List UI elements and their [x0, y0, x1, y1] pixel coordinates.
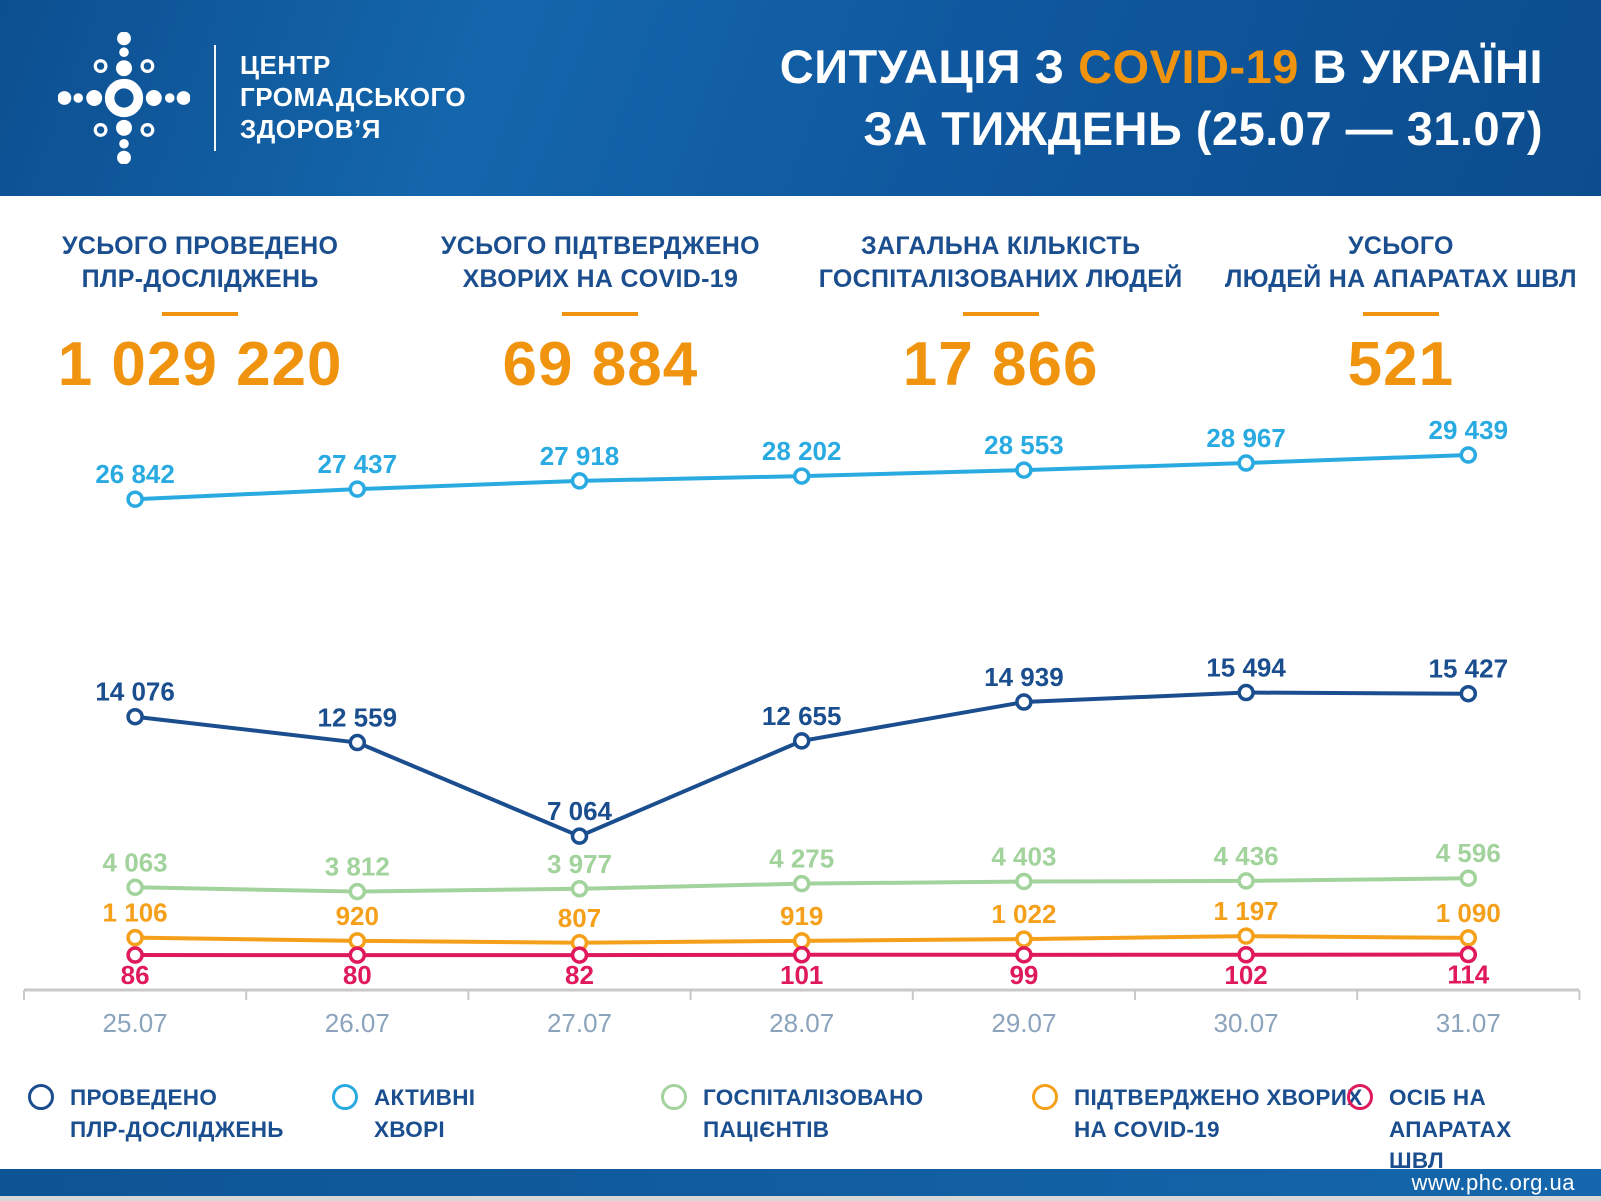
- stat-card-ventilated: УСЬОГО ЛЮДЕЙ НА АПАРАТАХ ШВЛ 521: [1201, 230, 1601, 400]
- svg-text:28 967: 28 967: [1206, 423, 1286, 453]
- bottom-strip: [0, 1196, 1601, 1201]
- svg-text:86: 86: [121, 960, 150, 990]
- stat-label: ЗАГАЛЬНА КІЛЬКІСТЬ ГОСПІТАЛІЗОВАНИХ ЛЮДЕЙ: [818, 232, 1183, 293]
- logo-text-line-1: ЦЕНТР: [240, 50, 331, 81]
- svg-text:28 553: 28 553: [984, 430, 1064, 460]
- svg-text:4 596: 4 596: [1436, 838, 1501, 868]
- stat-value: 17 866: [902, 330, 1099, 399]
- covid-week-line-chart: 25.07 26.07 27.07 28.07 29.07 30.07 31.07 14 07…: [23, 415, 1581, 1038]
- stat-card-pcr-tests: УСЬОГО ПРОВЕДЕНО ПЛР-ДОСЛІДЖЕНЬ 1 029 220: [0, 230, 400, 400]
- legend-ring-icon: [1347, 1084, 1373, 1110]
- svg-text:14 076: 14 076: [95, 677, 175, 707]
- svg-text:4 403: 4 403: [991, 841, 1056, 871]
- legend-item-confirmed: ПІДТВЕРДЖЕНО ХВОРИХ НА COVID-19: [1032, 1082, 1363, 1145]
- svg-text:27.07: 27.07: [547, 1008, 612, 1038]
- svg-text:12 559: 12 559: [318, 703, 398, 733]
- svg-text:1 022: 1 022: [991, 899, 1056, 929]
- svg-text:29 439: 29 439: [1429, 415, 1509, 445]
- svg-text:26 842: 26 842: [95, 459, 175, 489]
- logo-text-line-2: ГРОМАДСЬКОГО: [240, 82, 467, 113]
- svg-text:28 202: 28 202: [762, 436, 842, 466]
- svg-text:1 197: 1 197: [1214, 896, 1279, 926]
- svg-text:3 812: 3 812: [325, 852, 390, 882]
- legend-item-active-cases: АКТИВНІ ХВОРІ: [332, 1082, 475, 1145]
- header: ЦЕНТР ГРОМАДСЬКОГО ЗДОРОВ’Я СИТУАЦІЯ З C…: [0, 0, 1601, 196]
- legend-ring-icon: [332, 1084, 358, 1110]
- stat-label: УСЬОГО ЛЮДЕЙ НА АПАРАТАХ ШВЛ: [1224, 232, 1577, 293]
- svg-text:102: 102: [1224, 960, 1267, 990]
- svg-text:82: 82: [565, 960, 594, 990]
- legend-label: ПІДТВЕРДЖЕНО ХВОРИХ НА COVID-19: [1074, 1085, 1363, 1142]
- page-title-line-2: ЗА ТИЖДЕНЬ (25.07 — 31.07): [863, 102, 1543, 155]
- stat-divider: [962, 312, 1039, 316]
- page-title-line-1: СИТУАЦІЯ З COVID-19 В УКРАЇНІ: [779, 39, 1543, 93]
- svg-text:30.07: 30.07: [1214, 1008, 1279, 1038]
- stat-card-hospitalized: ЗАГАЛЬНА КІЛЬКІСТЬ ГОСПІТАЛІЗОВАНИХ ЛЮДЕЙ…: [801, 230, 1201, 400]
- svg-text:31.07: 31.07: [1436, 1008, 1501, 1038]
- legend-ring-icon: [661, 1084, 687, 1110]
- summary-stats: УСЬОГО ПРОВЕДЕНО ПЛР-ДОСЛІДЖЕНЬ 1 029 220…: [0, 230, 1601, 400]
- svg-text:14 939: 14 939: [984, 662, 1064, 692]
- svg-text:27 918: 27 918: [540, 441, 620, 471]
- stat-value: 521: [1347, 330, 1455, 399]
- title-covid-highlight: COVID-19: [1078, 39, 1299, 93]
- stat-label: УСЬОГО ПІДТВЕРДЖЕНО ХВОРИХ НА COVID-19: [440, 232, 760, 293]
- legend-label: ОСІБ НА АПАРАТАХ ШВЛ: [1389, 1085, 1512, 1173]
- stat-label: УСЬОГО ПРОВЕДЕНО ПЛР-ДОСЛІДЖЕНЬ: [62, 232, 339, 293]
- svg-text:80: 80: [343, 960, 372, 990]
- legend-label: ПРОВЕДЕНО ПЛР-ДОСЛІДЖЕНЬ: [70, 1085, 284, 1142]
- stat-value: 1 029 220: [57, 330, 343, 399]
- svg-text:920: 920: [336, 901, 379, 931]
- svg-text:25.07: 25.07: [103, 1008, 168, 1038]
- svg-text:1 106: 1 106: [103, 898, 168, 928]
- svg-text:807: 807: [558, 903, 601, 933]
- stat-divider: [162, 312, 239, 316]
- legend-ring-icon: [28, 1084, 54, 1110]
- svg-text:26.07: 26.07: [325, 1008, 390, 1038]
- legend-label: АКТИВНІ ХВОРІ: [374, 1085, 476, 1142]
- legend-ring-icon: [1032, 1084, 1058, 1110]
- logo-text-line-3: ЗДОРОВ’Я: [240, 113, 381, 144]
- logo-divider: [214, 45, 216, 151]
- legend-item-ventilated: ОСІБ НА АПАРАТАХ ШВЛ: [1347, 1082, 1601, 1177]
- page-title: СИТУАЦІЯ З COVID-19 В УКРАЇНІ ЗА ТИЖДЕНЬ…: [780, 36, 1543, 160]
- legend-item-pcr-tests: ПРОВЕДЕНО ПЛР-ДОСЛІДЖЕНЬ: [28, 1082, 284, 1145]
- phc-logo-icon: [58, 32, 190, 164]
- svg-text:12 655: 12 655: [762, 701, 842, 731]
- svg-text:99: 99: [1009, 960, 1038, 990]
- stat-divider: [562, 312, 639, 316]
- legend-item-hospitalized: ГОСПІТАЛІЗОВАНО ПАЦІЄНТІВ: [661, 1082, 923, 1145]
- svg-text:4 436: 4 436: [1214, 841, 1279, 871]
- svg-text:919: 919: [780, 901, 823, 931]
- footer-url-link[interactable]: www.phc.org.ua: [1411, 1169, 1575, 1195]
- svg-text:29.07: 29.07: [991, 1008, 1056, 1038]
- svg-text:114: 114: [1447, 960, 1489, 990]
- svg-text:7 064: 7 064: [547, 796, 613, 826]
- svg-text:15 427: 15 427: [1429, 654, 1509, 684]
- svg-text:1 090: 1 090: [1436, 898, 1501, 928]
- logo-text: ЦЕНТР ГРОМАДСЬКОГО ЗДОРОВ’Я: [240, 50, 466, 145]
- svg-text:101: 101: [780, 960, 823, 990]
- svg-text:4 063: 4 063: [103, 847, 168, 877]
- svg-text:15 494: 15 494: [1206, 653, 1286, 683]
- svg-text:3 977: 3 977: [547, 849, 612, 879]
- phc-logo: ЦЕНТР ГРОМАДСЬКОГО ЗДОРОВ’Я: [58, 32, 466, 164]
- stat-card-confirmed-cases: УСЬОГО ПІДТВЕРДЖЕНО ХВОРИХ НА COVID-19 69…: [400, 230, 800, 400]
- footer-bar: www.phc.org.ua: [0, 1169, 1601, 1196]
- svg-text:27 437: 27 437: [318, 449, 398, 479]
- stat-divider: [1362, 312, 1439, 316]
- svg-text:4 275: 4 275: [769, 844, 834, 874]
- chart-legend: ПРОВЕДЕНО ПЛР-ДОСЛІДЖЕНЬ АКТИВНІ ХВОРІ ГОС…: [0, 1082, 1601, 1173]
- legend-label: ГОСПІТАЛІЗОВАНО ПАЦІЄНТІВ: [703, 1085, 924, 1142]
- svg-text:28.07: 28.07: [769, 1008, 834, 1038]
- stat-value: 69 884: [502, 330, 699, 399]
